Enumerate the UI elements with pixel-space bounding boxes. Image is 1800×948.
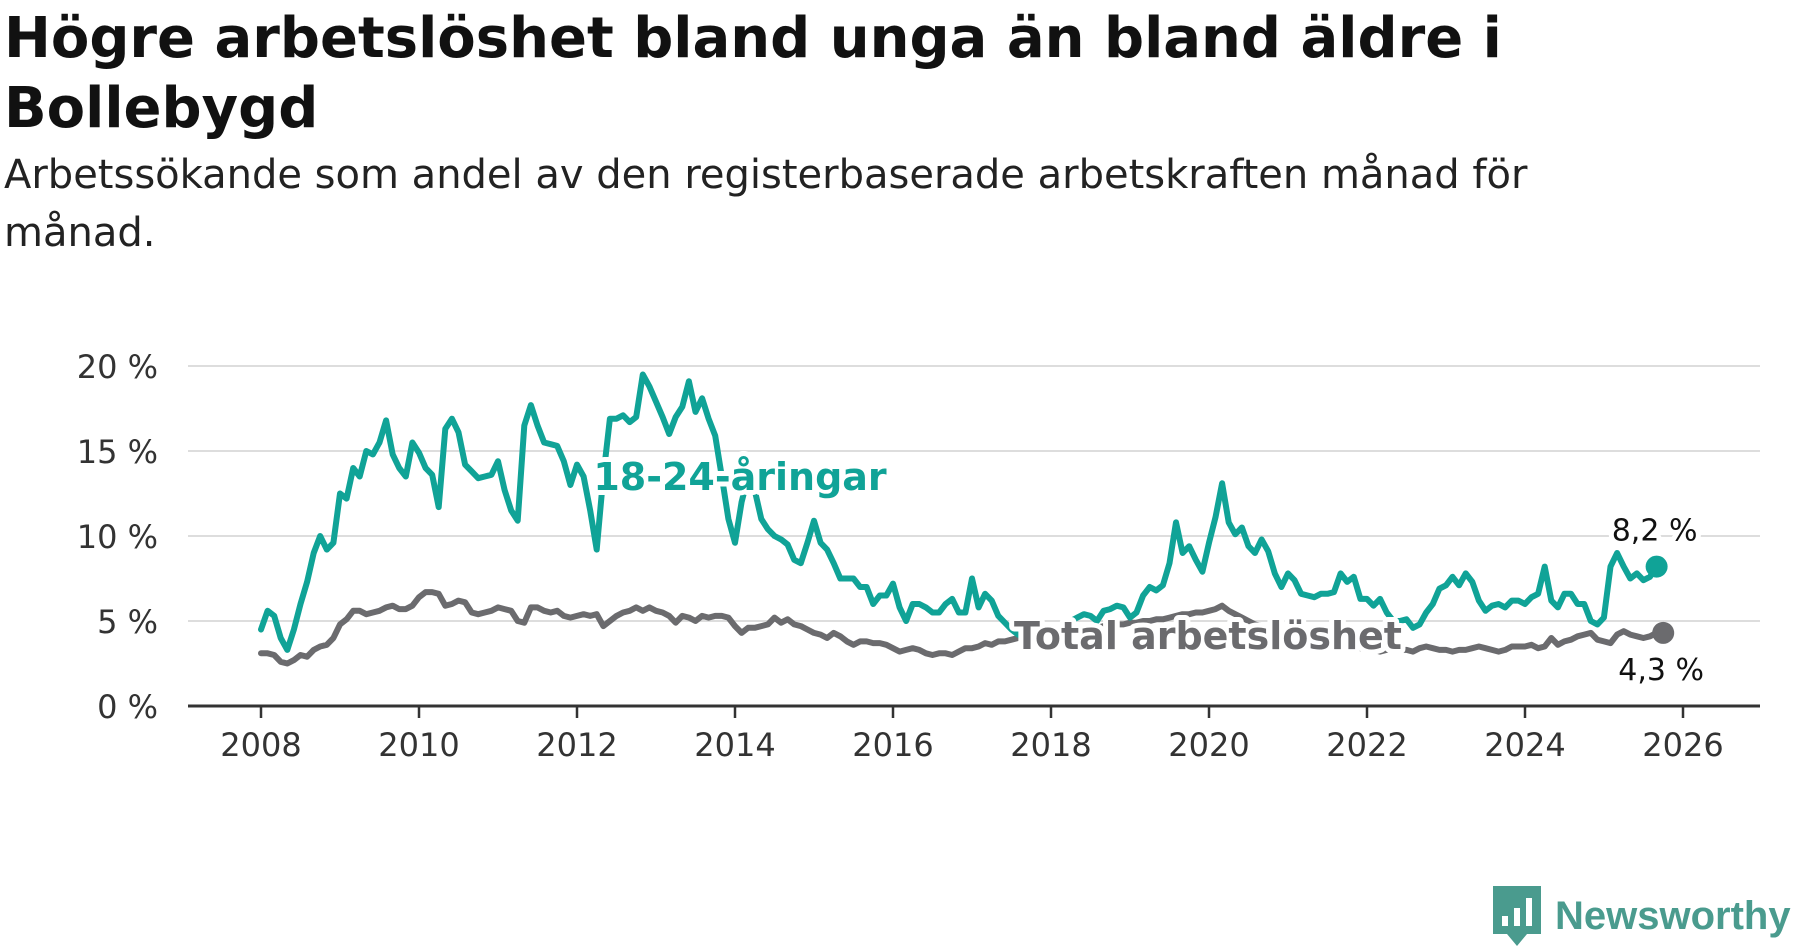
- gridlines: [188, 365, 1760, 622]
- series-lines: [258, 371, 1675, 667]
- y-tick-label: 5 %: [97, 603, 158, 641]
- y-tick-label: 0 %: [97, 688, 158, 726]
- x-tick-label: 2026: [1642, 726, 1723, 764]
- x-axis: 2008 2010 2012 2014 2016 2018 2020 2022 2024 2026: [188, 704, 1760, 764]
- y-tick-label: 10 %: [77, 518, 158, 556]
- chart-subtitle: Arbetssökande som andel av den registerb…: [4, 152, 1528, 256]
- y-axis: 0 % 5 % 10 % 15 % 20 %: [77, 348, 158, 726]
- x-tick-label: 2010: [378, 726, 459, 764]
- y-tick-label: 15 %: [77, 433, 158, 471]
- newsworthy-logo-icon: [1493, 886, 1541, 946]
- x-tick-label: 2022: [1326, 726, 1407, 764]
- series-line-total: [258, 589, 1667, 667]
- x-tick-label: 2018: [1010, 726, 1091, 764]
- x-tick-label: 2020: [1168, 726, 1249, 764]
- newsworthy-logo-text: Newsworthy: [1555, 893, 1791, 938]
- chart-title: Högre arbetslöshet bland unga än bland ä…: [4, 6, 1502, 141]
- series-label-total: Total arbetslöshet: [1014, 614, 1402, 658]
- x-tick-label: 2024: [1484, 726, 1565, 764]
- end-point-youth: [1645, 555, 1668, 578]
- x-tick-label: 2016: [852, 726, 933, 764]
- newsworthy-logo: Newsworthy: [1493, 886, 1791, 946]
- x-tick-label: 2014: [694, 726, 775, 764]
- end-label-total: 4,3 %: [1618, 653, 1704, 688]
- x-tick-label: 2008: [220, 726, 301, 764]
- end-label-youth: 8,2 %: [1612, 514, 1698, 549]
- x-tick-label: 2012: [536, 726, 617, 764]
- series-labels: 18-24-åringar Total arbetslöshet 8,2 % 4,3 …: [588, 450, 1709, 693]
- end-point-total: [1652, 621, 1675, 644]
- series-label-youth: 18-24-åringar: [593, 455, 887, 499]
- series-line-youth: [258, 371, 1660, 653]
- y-tick-label: 20 %: [77, 348, 158, 386]
